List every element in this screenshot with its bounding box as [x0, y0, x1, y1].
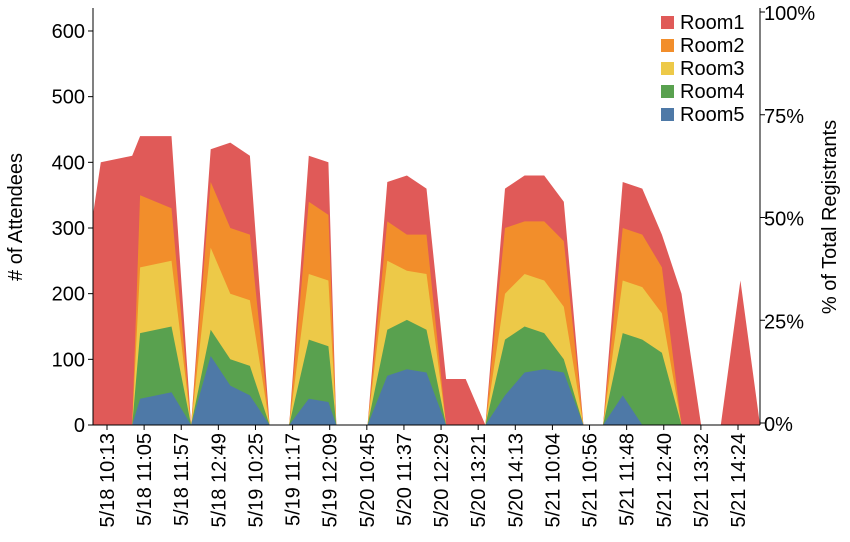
y-axis-title: # of Attendees: [5, 153, 27, 281]
y-tick-label: 400: [52, 152, 85, 174]
x-tick-label: 5/18 11:05: [134, 433, 156, 526]
x-tick-label: 5/18 10:13: [97, 433, 119, 528]
x-tick-label: 5/20 14:13: [505, 433, 527, 528]
y2-tick-label: 50%: [764, 209, 804, 231]
x-tick-label: 5/20 10:45: [357, 433, 379, 528]
legend-swatch-room5: [661, 108, 674, 121]
y-tick-label: 600: [52, 21, 85, 43]
area-room4: [93, 319, 760, 425]
y-tick-label: 500: [52, 87, 85, 109]
y2-tick-label: 0%: [764, 414, 793, 436]
y2-axis-title: % of Total Registrants: [819, 120, 841, 314]
y2-tick-label: 75%: [764, 106, 804, 128]
legend-label-room1: Room1: [680, 12, 744, 34]
legend-swatch-room3: [661, 62, 674, 75]
x-tick-label: 5/20 12:29: [431, 433, 453, 528]
x-tick-label: 5/21 14:24: [728, 433, 750, 528]
y-tick-label: 200: [52, 284, 85, 306]
x-tick-label: 5/19 12:09: [320, 433, 342, 528]
legend-swatch-room1: [661, 16, 674, 29]
x-tick-label: 5/19 10:25: [245, 433, 267, 528]
y2-tick-label: 100%: [764, 3, 815, 25]
y-tick-label: 300: [52, 218, 85, 240]
y2-tick-label: 25%: [764, 311, 804, 333]
legend-label-room3: Room3: [680, 58, 744, 80]
legend-label-room4: Room4: [680, 81, 744, 103]
x-tick-label: 5/18 12:49: [208, 433, 230, 528]
x-tick-label: 5/21 11:48: [617, 433, 639, 526]
x-tick-label: 5/21 13:32: [691, 433, 713, 528]
x-tick-label: 5/18 11:57: [171, 433, 193, 526]
legend-label-room2: Room2: [680, 35, 744, 57]
legend-swatch-room4: [661, 85, 674, 98]
legend-label-room5: Room5: [680, 104, 744, 126]
legend-swatch-room2: [661, 39, 674, 52]
x-tick-label: 5/21 10:04: [542, 433, 564, 528]
x-tick-label: 5/19 11:17: [283, 433, 305, 526]
y-tick-label: 100: [52, 349, 85, 371]
chart-areas: [93, 136, 760, 425]
chart-axes: 0 100 200 300 400 500 600 0% 25% 50% 75% 100% 5/18 1…: [52, 3, 816, 528]
area-room5: [93, 356, 760, 425]
y-tick-label: 0: [74, 415, 85, 437]
x-tick-label: 5/20 11:37: [394, 433, 416, 526]
x-tick-label: 5/20 13:21: [468, 433, 490, 528]
x-tick-label: 5/21 10:56: [580, 433, 602, 528]
x-tick-label: 5/21 12:40: [654, 433, 676, 528]
